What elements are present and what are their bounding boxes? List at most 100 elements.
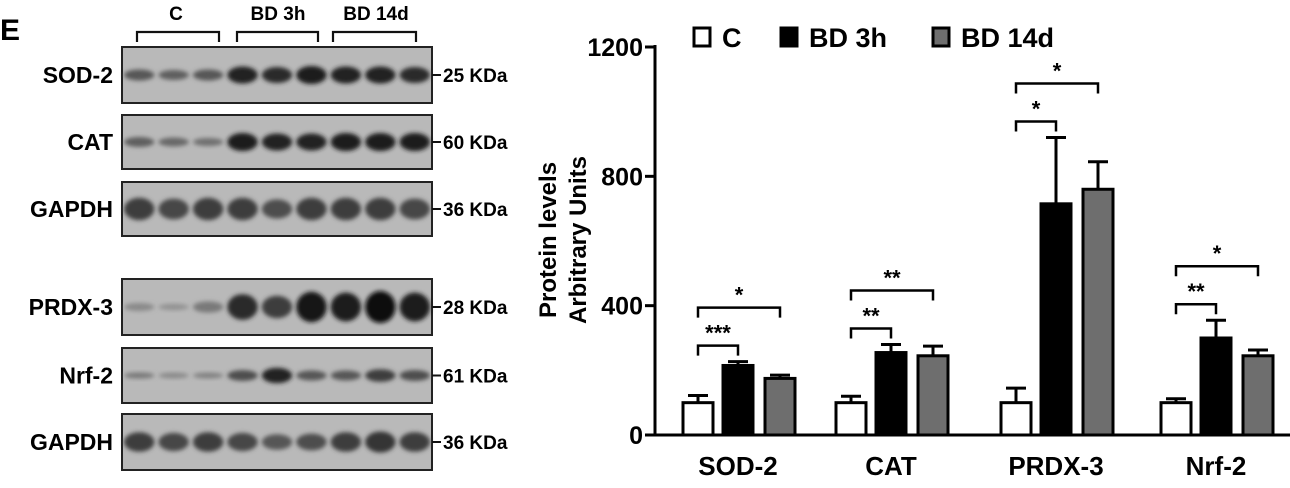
blot-band <box>296 197 327 221</box>
significance-label: *** <box>705 321 731 346</box>
size-label: 36 KDa <box>443 433 508 454</box>
blot-band <box>192 301 224 313</box>
y-axis-label: Arbitrary Units <box>565 156 592 324</box>
legend-label: BD 14d <box>961 23 1054 53</box>
blot-band <box>192 69 224 81</box>
blot-band <box>124 372 155 379</box>
significance-label: * <box>1032 97 1041 122</box>
x-tick-label: SOD-2 <box>698 451 777 481</box>
blot-band <box>296 66 327 84</box>
blot-band <box>227 66 258 84</box>
size-label: 36 KDa <box>443 200 508 221</box>
protein-label: Nrf-2 <box>59 363 113 389</box>
blot-band <box>399 432 430 452</box>
blot-band <box>192 138 224 146</box>
blot-band <box>261 133 293 151</box>
blot-band <box>399 370 430 381</box>
blot-band <box>330 197 362 221</box>
blot-band <box>261 295 293 319</box>
protein-label: SOD-2 <box>43 62 113 88</box>
size-label: 60 KDa <box>443 133 508 154</box>
blot-band <box>158 303 189 311</box>
legend-label: BD 3h <box>809 23 887 53</box>
blot-band <box>227 370 258 381</box>
protein-label: PRDX-3 <box>29 294 113 320</box>
blot-band <box>158 432 189 452</box>
blot-band <box>261 434 293 450</box>
y-tick-label: 1200 <box>587 34 643 62</box>
blot-band <box>296 370 327 381</box>
blot-band <box>124 432 155 452</box>
blot-band <box>296 291 327 323</box>
y-axis-label: Protein levels <box>535 162 562 318</box>
bar <box>721 363 755 437</box>
protein-label: GAPDH <box>30 429 113 455</box>
blot-band <box>365 431 396 453</box>
bar <box>1081 187 1115 437</box>
blot-band <box>227 432 258 452</box>
blot-band <box>227 197 258 221</box>
size-label: 25 KDa <box>443 66 508 87</box>
group-bracket <box>235 30 320 42</box>
blot-band <box>124 137 155 147</box>
group-label: C <box>169 4 183 25</box>
bar <box>874 351 908 437</box>
blot-band <box>124 303 155 311</box>
blot-band <box>227 294 258 320</box>
x-tick-label: Nrf-2 <box>1186 451 1247 481</box>
blot-band <box>158 372 189 379</box>
group-label: BD 14d <box>343 4 408 25</box>
blot-band <box>261 199 293 219</box>
significance-bracket <box>849 327 893 339</box>
blot-band <box>399 198 430 220</box>
western-blot: C BD 3h BD 14d SOD-2 25 KDa CAT 60 KDa GAPDH 36 … <box>29 4 508 471</box>
y-tick-label: 800 <box>601 163 643 191</box>
y-tick-label: 400 <box>601 293 643 321</box>
bar <box>681 401 715 437</box>
significance-bracket <box>1014 120 1058 132</box>
significance-label: ** <box>862 303 880 328</box>
bar <box>763 376 797 437</box>
legend-swatch <box>779 26 799 48</box>
blot-band <box>399 67 430 83</box>
y-tick-label: 0 <box>629 422 643 450</box>
group-bracket <box>331 30 418 42</box>
significance-label: ** <box>1187 279 1205 304</box>
bar <box>999 401 1033 437</box>
bar <box>1199 336 1233 437</box>
blot-band <box>399 133 430 151</box>
blot-band <box>296 133 327 151</box>
blot-band <box>365 66 396 84</box>
blot-band <box>192 197 224 221</box>
blot-band <box>365 369 396 382</box>
significance-bracket <box>696 344 740 356</box>
significance-bracket <box>849 289 935 301</box>
panel-label: E <box>0 14 20 47</box>
blot-band <box>261 367 293 384</box>
blot-band <box>330 292 362 322</box>
size-label: 28 KDa <box>443 298 508 319</box>
blot-band <box>399 292 430 322</box>
bar <box>1159 401 1193 437</box>
legend-swatch <box>931 26 951 48</box>
bar <box>1241 354 1275 437</box>
blot-band <box>365 197 396 221</box>
significance-label: * <box>1213 241 1222 266</box>
blot-band <box>192 372 224 379</box>
blot-band <box>365 291 396 323</box>
blot-band <box>158 70 189 80</box>
group-label: BD 3h <box>251 4 306 25</box>
significance-bracket <box>1174 264 1260 277</box>
bar-chart: 0 400 800 1200 Protein levels Arbitrary Units… <box>535 23 1290 481</box>
blot-band <box>124 197 155 221</box>
significance-label: ** <box>883 265 901 290</box>
blot-band <box>124 69 155 81</box>
blot-band <box>158 198 189 220</box>
size-label: 61 KDa <box>443 367 508 388</box>
bar <box>916 354 950 437</box>
bar <box>834 401 868 437</box>
blot-band <box>330 370 362 381</box>
x-tick-label: PRDX-3 <box>1008 451 1103 481</box>
